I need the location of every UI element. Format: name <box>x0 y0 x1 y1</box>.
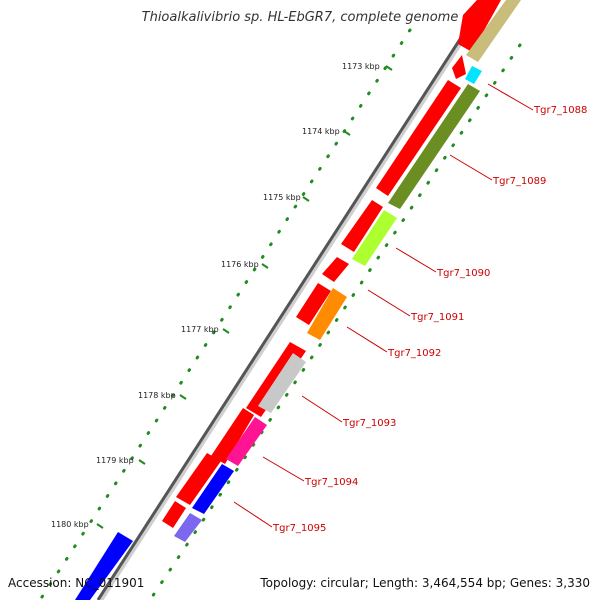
outer-dotted-ring <box>38 28 412 600</box>
gene-label[interactable]: Tgr7_1094 <box>304 477 358 488</box>
gene-red-10[interactable] <box>162 501 186 528</box>
accession-text: Accession: NC_011901 <box>8 576 145 590</box>
kbp-tick-mark <box>343 130 351 136</box>
kbp-tick-mark <box>138 459 146 465</box>
leader-line <box>346 326 388 353</box>
gene-label[interactable]: Tgr7_1095 <box>272 523 326 534</box>
gene-label[interactable]: Tgr7_1092 <box>387 348 441 359</box>
leader-line <box>395 247 437 273</box>
topology-text: Topology: circular; Length: 3,464,554 bp… <box>260 576 590 590</box>
gene-label[interactable]: Tgr7_1089 <box>492 176 546 187</box>
kbp-tick-mark <box>179 394 187 400</box>
kbp-label: 1179 kbp <box>96 456 134 465</box>
kbp-label: 1176 kbp <box>221 260 259 269</box>
leader-line <box>487 83 534 111</box>
kbp-label: 1178 kbp <box>138 391 176 400</box>
leader-line <box>301 395 343 423</box>
kbp-tick-mark <box>261 263 269 269</box>
kbp-tick-mark <box>385 65 393 71</box>
gene-pink[interactable] <box>226 417 267 466</box>
genome-title: Thioalkalivibrio sp. HL-EbGR7, complete … <box>141 10 459 25</box>
gene-lime[interactable] <box>352 210 397 266</box>
backbone-line <box>96 29 468 600</box>
gene-orange[interactable] <box>307 288 347 340</box>
gene-blue-bottom[interactable] <box>75 532 133 600</box>
backbone-shadow <box>97 28 471 600</box>
gene-red-3[interactable] <box>376 80 461 196</box>
gene-red-2[interactable] <box>452 55 466 79</box>
gene-cyan[interactable] <box>465 66 482 84</box>
gene-lavender[interactable] <box>174 513 202 542</box>
gene-label[interactable]: Tgr7_1093 <box>342 418 396 429</box>
gene-red-6[interactable] <box>296 283 331 325</box>
kbp-label: 1180 kbp <box>51 520 89 529</box>
leader-line <box>367 289 411 317</box>
gene-red-4[interactable] <box>341 200 383 252</box>
gene-blue[interactable] <box>192 464 234 514</box>
gene-red-5[interactable] <box>322 257 349 282</box>
gene-red-8[interactable] <box>211 408 254 464</box>
gene-track-colored <box>174 0 521 542</box>
gene-tan[interactable] <box>466 0 521 62</box>
leader-line <box>233 501 273 528</box>
gene-label[interactable]: Tgr7_1090 <box>436 268 490 279</box>
gene-olive[interactable] <box>388 84 480 209</box>
gene-label[interactable]: Tgr7_1088 <box>533 105 587 116</box>
kbp-label: 1173 kbp <box>342 62 380 71</box>
gene-track-red <box>162 0 501 528</box>
inner-dotted-ring <box>148 43 522 600</box>
kbp-label: 1174 kbp <box>302 127 340 136</box>
gene-red-9[interactable] <box>176 453 221 505</box>
kbp-tick-mark <box>96 523 104 529</box>
kbp-tick-mark <box>222 328 230 334</box>
kbp-label: 1177 kbp <box>181 325 219 334</box>
leader-line <box>262 456 305 482</box>
kbp-label: 1175 kbp <box>263 193 301 202</box>
gene-red-1[interactable] <box>458 0 501 52</box>
kbp-ticks <box>96 65 393 529</box>
gene-label[interactable]: Tgr7_1091 <box>410 312 464 323</box>
gene-label-leaders <box>233 83 534 528</box>
gene-gray[interactable] <box>258 353 306 413</box>
kbp-tick-mark <box>302 196 310 202</box>
leader-line <box>449 154 493 181</box>
